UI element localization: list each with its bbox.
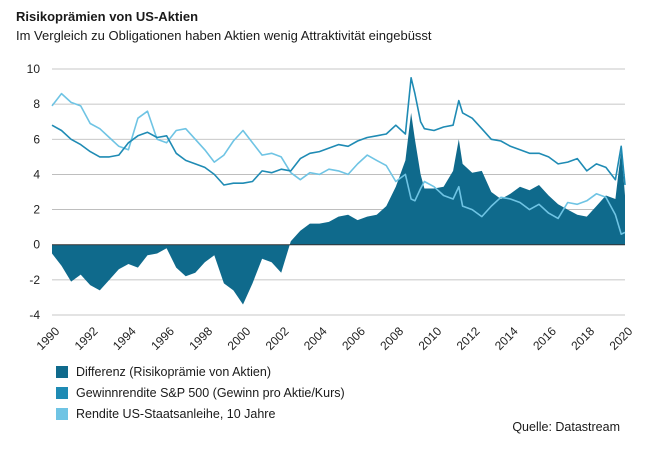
x-tick-label: 1996 xyxy=(148,324,177,353)
legend-item-rendite: Rendite US-Staatsanleihe, 10 Jahre xyxy=(56,404,345,423)
x-tick-label: 2008 xyxy=(377,324,406,353)
legend-swatch-gewinnrendite xyxy=(56,386,68,399)
x-tick-label: 2018 xyxy=(568,324,597,353)
y-tick-label: 2 xyxy=(33,203,40,217)
gewinnrendite-series-line xyxy=(51,77,626,186)
x-tick-label: 2004 xyxy=(301,324,330,353)
x-tick-label: 2000 xyxy=(225,324,254,353)
legend: Differenz (Risikoprämie von Aktien) Gewi… xyxy=(56,362,345,425)
series-lines xyxy=(51,77,626,235)
x-tick-label: 2016 xyxy=(530,324,559,353)
y-tick-label: 4 xyxy=(33,167,40,181)
legend-label-rendite: Rendite US-Staatsanleihe, 10 Jahre xyxy=(76,406,276,421)
legend-swatch-rendite xyxy=(56,407,68,420)
x-tick-label: 2002 xyxy=(263,324,292,353)
legend-label-gewinnrendite: Gewinnrendite S&P 500 (Gewinn pro Aktie/… xyxy=(76,385,345,400)
x-axis-ticks: 1990 1992 1994 1996 1998 2000 2002 2004 2006 2008… xyxy=(34,324,636,353)
x-tick-label: 1994 xyxy=(110,324,139,353)
y-axis-ticks: -4 -2 0 2 4 6 8 10 xyxy=(27,62,41,322)
source-note: Quelle: Datastream xyxy=(512,420,620,434)
legend-item-differenz: Differenz (Risikoprämie von Aktien) xyxy=(56,362,345,381)
differenz-series-area xyxy=(52,112,625,305)
x-tick-label: 2014 xyxy=(492,324,521,353)
x-tick-label: 2010 xyxy=(416,324,445,353)
x-tick-label: 1998 xyxy=(186,324,215,353)
y-tick-label: 0 xyxy=(33,238,40,252)
differenz-area xyxy=(52,112,625,305)
y-tick-label: -4 xyxy=(29,308,40,322)
y-tick-label: 10 xyxy=(27,62,41,76)
legend-swatch-differenz xyxy=(56,365,68,378)
chart-title: Risikoprämien von US-Aktien xyxy=(16,9,199,24)
legend-label-differenz: Differenz (Risikoprämie von Aktien) xyxy=(76,364,271,379)
chart-subtitle: Im Vergleich zu Obligationen haben Aktie… xyxy=(16,28,432,43)
y-tick-label: -2 xyxy=(29,273,40,287)
y-tick-label: 6 xyxy=(33,132,40,146)
x-tick-label: 1990 xyxy=(34,324,63,353)
x-tick-label: 2012 xyxy=(454,324,483,353)
x-tick-label: 1992 xyxy=(72,324,101,353)
x-tick-label: 2020 xyxy=(607,324,636,353)
legend-item-gewinnrendite: Gewinnrendite S&P 500 (Gewinn pro Aktie/… xyxy=(56,383,345,402)
x-tick-label: 2006 xyxy=(339,324,368,353)
y-tick-label: 8 xyxy=(33,97,40,111)
rendite-series-line xyxy=(51,92,626,235)
